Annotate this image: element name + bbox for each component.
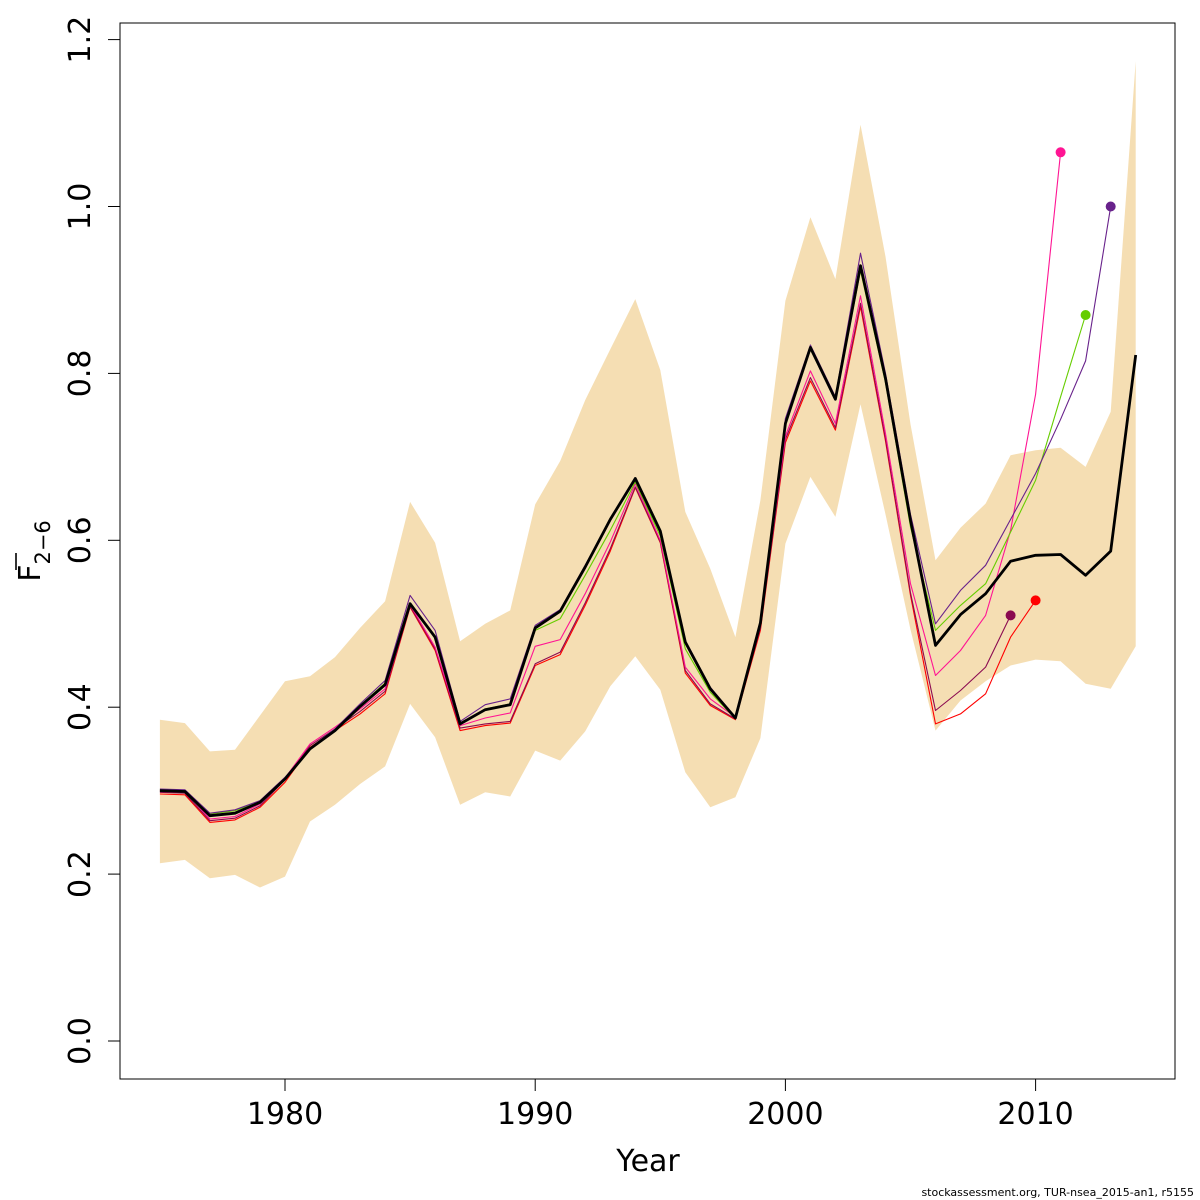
series-layer <box>159 147 1138 823</box>
y-axis-title: F2−6 <box>13 520 55 582</box>
x-axis: 1980 1990 2000 2010 <box>247 1078 1074 1132</box>
x-tick-label-2010: 2010 <box>997 1097 1073 1132</box>
confidence-band-layer <box>159 61 1136 888</box>
series-line-final <box>159 264 1138 818</box>
y-tick-label-1.2: 1.2 <box>63 16 98 64</box>
x-tick-label-1990: 1990 <box>497 1097 573 1132</box>
y-axis: 0.0 0.2 0.4 0.6 0.8 1.0 1.2 <box>63 16 121 1065</box>
series-end-point-2 <box>1005 610 1016 621</box>
confidence-band <box>159 61 1136 888</box>
y-tick-label-0.6: 0.6 <box>63 516 98 564</box>
series-line-3 <box>159 152 1062 820</box>
y-tick-label-0.0: 0.0 <box>63 1017 98 1065</box>
y-axis-title-subscript: 2−6 <box>31 520 55 564</box>
x-tick-label-2000: 2000 <box>747 1097 823 1132</box>
x-axis-title: Year <box>615 1144 680 1179</box>
series-end-point-5 <box>1105 201 1116 212</box>
y-tick-label-0.2: 0.2 <box>63 850 98 898</box>
y-axis-title-main: F <box>13 565 48 582</box>
series-end-point-1 <box>1030 595 1041 606</box>
x-tick-label-1980: 1980 <box>247 1097 323 1132</box>
y-tick-label-1.0: 1.0 <box>63 183 98 231</box>
y-tick-label-0.4: 0.4 <box>63 683 98 731</box>
series-end-point-4 <box>1080 310 1091 320</box>
series-end-point-3 <box>1055 147 1066 158</box>
svg-text:F2−6: F2−6 <box>13 520 55 582</box>
footer-credit: stockassessment.org, TUR-nsea_2015-an1, … <box>921 1186 1194 1199</box>
y-tick-label-0.8: 0.8 <box>63 350 98 398</box>
